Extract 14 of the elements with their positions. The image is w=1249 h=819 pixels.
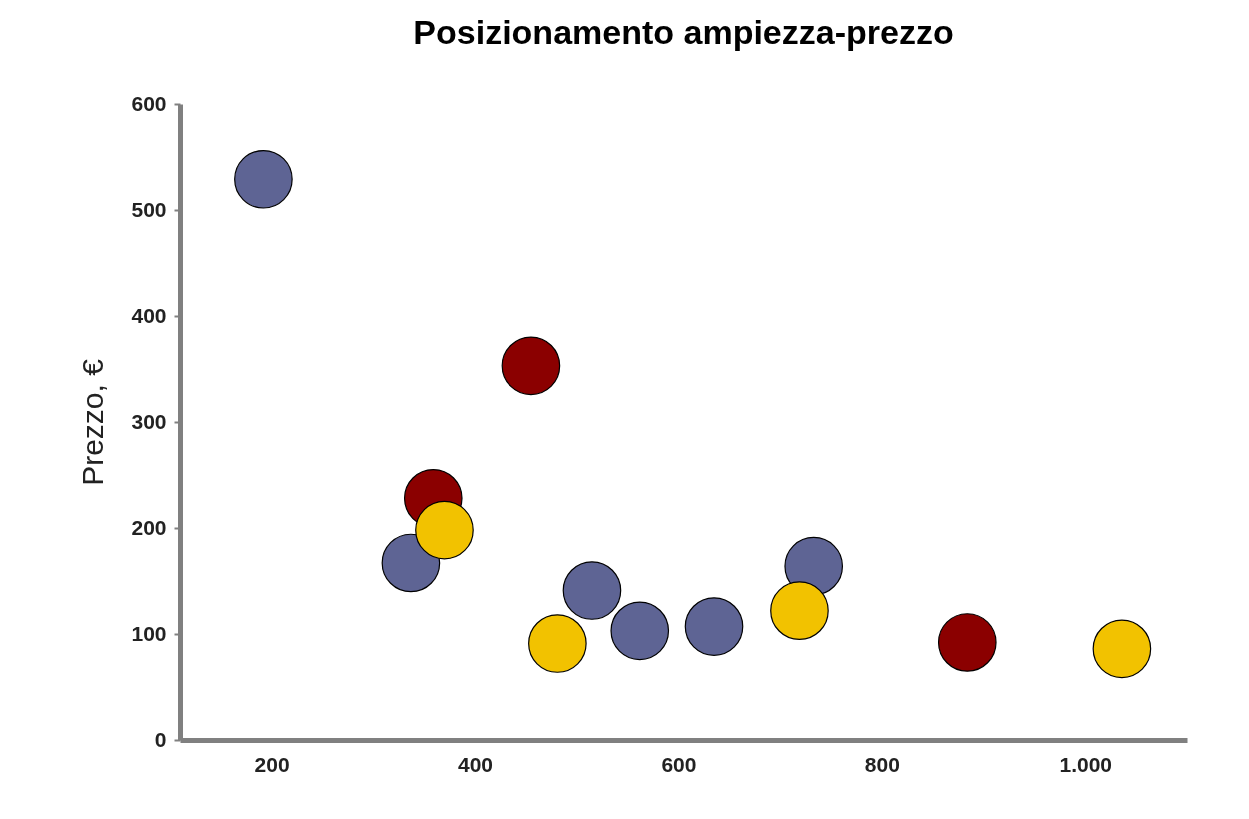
y-tick-label: 300 [131,409,167,433]
x-tick-label: 400 [457,752,493,776]
y-tick-label: 0 [154,727,167,751]
x-tick-label: 800 [864,752,900,776]
x-tick-label: 200 [254,752,290,776]
x-tick-label: 600 [661,752,697,776]
x-tick-label: 1.000 [1059,752,1113,776]
y-axis-title: Prezzo, € [76,358,110,486]
y-tick-label: 200 [131,515,167,539]
chart-title: Posizionamento ampiezza-prezzo [413,13,954,51]
y-tick-label: 500 [131,197,167,221]
y-tick-label: 600 [131,91,167,115]
y-tick-label: 100 [131,621,167,645]
y-tick-label: 400 [131,303,167,327]
